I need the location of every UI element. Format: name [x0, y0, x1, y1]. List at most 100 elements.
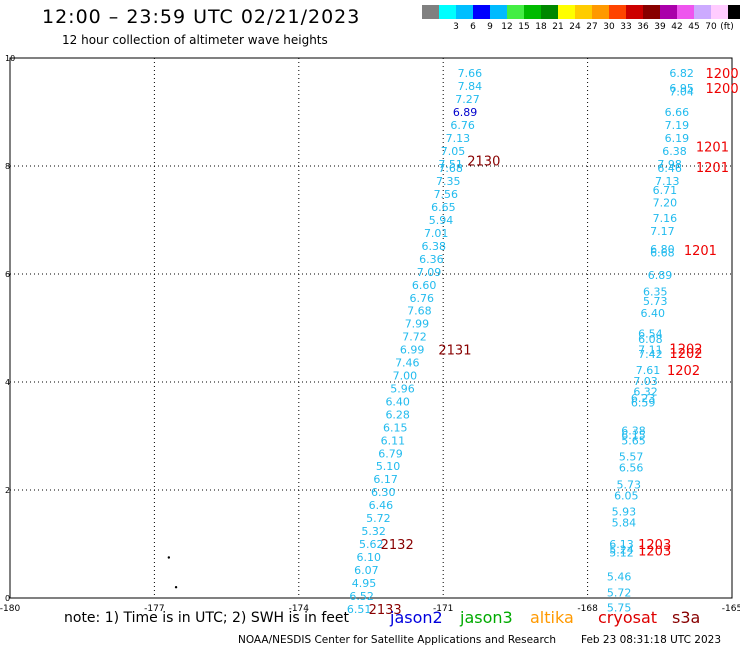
- wave-height-label: 7.56: [434, 188, 459, 201]
- time-label: 1202: [667, 364, 700, 379]
- wave-height-label: 6.68: [650, 246, 675, 259]
- wave-height-label: 5.24: [609, 543, 634, 556]
- legend-swatch: [643, 5, 660, 19]
- wave-height-label: 6.15: [383, 421, 408, 434]
- wave-height-label: 6.65: [431, 201, 456, 214]
- legend-swatch: [575, 5, 592, 19]
- legend-swatch: [439, 5, 456, 19]
- legend-tick-label: 39: [654, 22, 666, 32]
- wave-height-label: 6.38: [621, 425, 646, 438]
- wave-height-label: 6.28: [385, 408, 410, 421]
- legend-tick-label: 42: [671, 22, 683, 32]
- footnote: note: 1) Time is in UTC; 2) SWH is in fe…: [64, 610, 350, 626]
- wave-height-label: 6.15: [621, 429, 646, 442]
- legend-tick-label: 18: [535, 22, 547, 32]
- legend-swatch: [711, 5, 728, 19]
- wave-height-label: 7.35: [436, 175, 461, 188]
- legend-swatch: [422, 5, 439, 19]
- wave-height-label: 5.65: [621, 434, 646, 447]
- legend-swatch: [694, 5, 711, 19]
- wave-height-label: 6.46: [369, 499, 394, 512]
- data-dot: [167, 556, 171, 559]
- wave-height-label: 6.13: [609, 538, 634, 551]
- wave-height-label: 6.51: [347, 603, 372, 616]
- wave-height-label: 7.98: [657, 158, 682, 171]
- legend-tick-label: 6: [470, 22, 476, 32]
- wave-height-label: 7.04: [669, 85, 694, 98]
- wave-height-label: 7.20: [653, 197, 678, 210]
- legend-swatch: [558, 5, 575, 19]
- legend-swatch: [728, 5, 740, 19]
- x-tick-label: -171: [433, 604, 453, 614]
- wave-height-label: 6.23: [631, 392, 656, 405]
- wave-height-label: 6.40: [641, 307, 666, 320]
- wave-height-label: 5.72: [607, 587, 632, 600]
- legend-swatch: [677, 5, 694, 19]
- wave-height-label: 5.84: [612, 516, 637, 529]
- wave-height-label: 6.80: [650, 243, 675, 256]
- wave-height-label: 7.11: [638, 344, 663, 357]
- wave-height-label: 6.52: [349, 590, 374, 603]
- satellite-jason3: jason3: [460, 608, 513, 627]
- x-tick-label: -180: [0, 604, 20, 614]
- satellite-jason2: jason2: [390, 608, 443, 627]
- wave-height-label: 7.84: [458, 80, 483, 93]
- legend-tick-label: 70: [705, 22, 717, 32]
- satellite-altika: altika: [530, 608, 574, 627]
- time-label: 2133: [369, 603, 402, 618]
- wave-height-label: 7.05: [441, 145, 466, 158]
- wave-height-label: 7.16: [653, 212, 678, 225]
- time-label: 2132: [381, 538, 414, 553]
- legend-tick-label: 24: [569, 22, 581, 32]
- y-tick-label: 0: [5, 594, 10, 603]
- wave-height-label: 6.59: [631, 397, 656, 410]
- wave-height-label: 6.54: [638, 327, 663, 340]
- wave-height-label: 7.46: [395, 357, 420, 370]
- time-label: 1200: [706, 67, 739, 82]
- wave-height-label: 7.09: [417, 266, 442, 279]
- legend-tick-label: 9: [487, 22, 493, 32]
- legend-swatch: [592, 5, 609, 19]
- y-tick-label: 10: [5, 54, 15, 63]
- legend-tick-label: 30: [603, 22, 615, 32]
- wave-height-label: 7.01: [424, 227, 449, 240]
- wave-height-label: 5.94: [429, 214, 454, 227]
- legend-tick-label: 36: [637, 22, 649, 32]
- legend-tick-label: 12: [501, 22, 513, 32]
- time-label: 1203: [638, 538, 671, 553]
- legend-swatch: [609, 5, 626, 19]
- time-label: 1200: [706, 82, 739, 97]
- wave-height-label: 6.17: [373, 473, 398, 486]
- y-tick-label: 4: [5, 378, 10, 387]
- wave-height-label: 5.93: [612, 506, 637, 519]
- wave-height-label: 7.27: [455, 93, 480, 106]
- time-label: 1201: [696, 161, 729, 176]
- wave-height-label: 6.99: [400, 344, 425, 357]
- wave-height-label: 5.46: [607, 570, 632, 583]
- legend-swatch: [456, 5, 473, 19]
- wave-height-label: 5.73: [643, 295, 668, 308]
- wave-height-label: 6.36: [419, 253, 444, 266]
- time-label: 1201: [684, 244, 717, 259]
- legend-swatch: [507, 5, 524, 19]
- x-tick-label: -174: [289, 604, 310, 614]
- wave-height-label: 5.12: [609, 547, 634, 560]
- wave-height-label: 5.32: [361, 525, 386, 538]
- wave-height-label: 5.96: [390, 382, 415, 395]
- legend-swatch: [626, 5, 643, 19]
- legend-tick-label: 33: [620, 22, 632, 32]
- wave-height-label: 6.19: [665, 132, 690, 145]
- legend-unit: (ft): [720, 22, 734, 32]
- legend-tick-label: 21: [552, 22, 564, 32]
- y-tick-label: 6: [5, 270, 10, 279]
- credit-line: NOAA/NESDIS Center for Satellite Applica…: [238, 634, 556, 646]
- time-label: 1202: [669, 343, 702, 358]
- wave-height-label: 6.56: [619, 461, 644, 474]
- wave-height-label: 6.40: [385, 395, 410, 408]
- wave-height-label: 6.89: [648, 269, 673, 282]
- x-tick-label: -177: [144, 604, 164, 614]
- wave-height-label: 7.72: [402, 331, 427, 344]
- wave-height-label: 6.30: [371, 486, 396, 499]
- wave-height-label: 5.75: [607, 602, 632, 615]
- legend-swatch: [660, 5, 677, 19]
